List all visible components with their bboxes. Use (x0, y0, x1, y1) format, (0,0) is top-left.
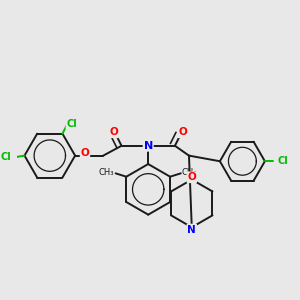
Text: CH₃: CH₃ (182, 168, 197, 177)
Text: CH₃: CH₃ (99, 168, 115, 177)
Text: O: O (178, 127, 187, 137)
Text: O: O (81, 148, 89, 158)
Text: O: O (109, 127, 118, 137)
Text: Cl: Cl (0, 152, 11, 162)
Text: N: N (188, 225, 196, 235)
Text: Cl: Cl (66, 119, 77, 129)
Text: N: N (144, 141, 153, 151)
Text: O: O (188, 172, 196, 182)
Text: Cl: Cl (278, 156, 289, 166)
